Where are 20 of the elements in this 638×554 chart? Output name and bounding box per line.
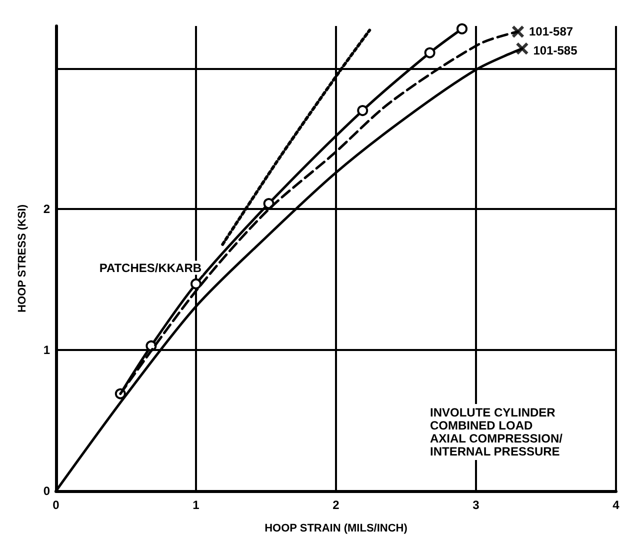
point	[512, 25, 524, 38]
series-label: 101-585	[533, 44, 578, 58]
x-axis-title: HOOP STRAIN (MILS/INCH)	[264, 522, 408, 534]
point	[424, 47, 436, 58]
point	[456, 23, 468, 34]
y-axis-title: HOOP STRESS (KSI)	[16, 204, 28, 312]
series-label: PATCHES/KKARB	[99, 260, 202, 275]
x-tick-label: 0	[52, 498, 60, 512]
x-tick-label: 1	[192, 498, 200, 512]
y-tick-label: 2	[43, 202, 50, 216]
point	[190, 278, 202, 290]
y-tick-label: 0	[43, 484, 50, 498]
y-tick-label: 1	[43, 343, 50, 358]
annotation: INVOLUTE CYLINDER COMBINED LOAD AXIAL COMPRESSION/ INTERNAL PRESSURE	[430, 406, 564, 458]
x-tick-label: 3	[472, 498, 480, 512]
point	[357, 105, 368, 116]
point	[516, 42, 529, 56]
series-label: 101-587	[529, 24, 574, 39]
x-tick-label: 2	[332, 498, 340, 512]
x-tick-label: 4	[612, 498, 620, 512]
